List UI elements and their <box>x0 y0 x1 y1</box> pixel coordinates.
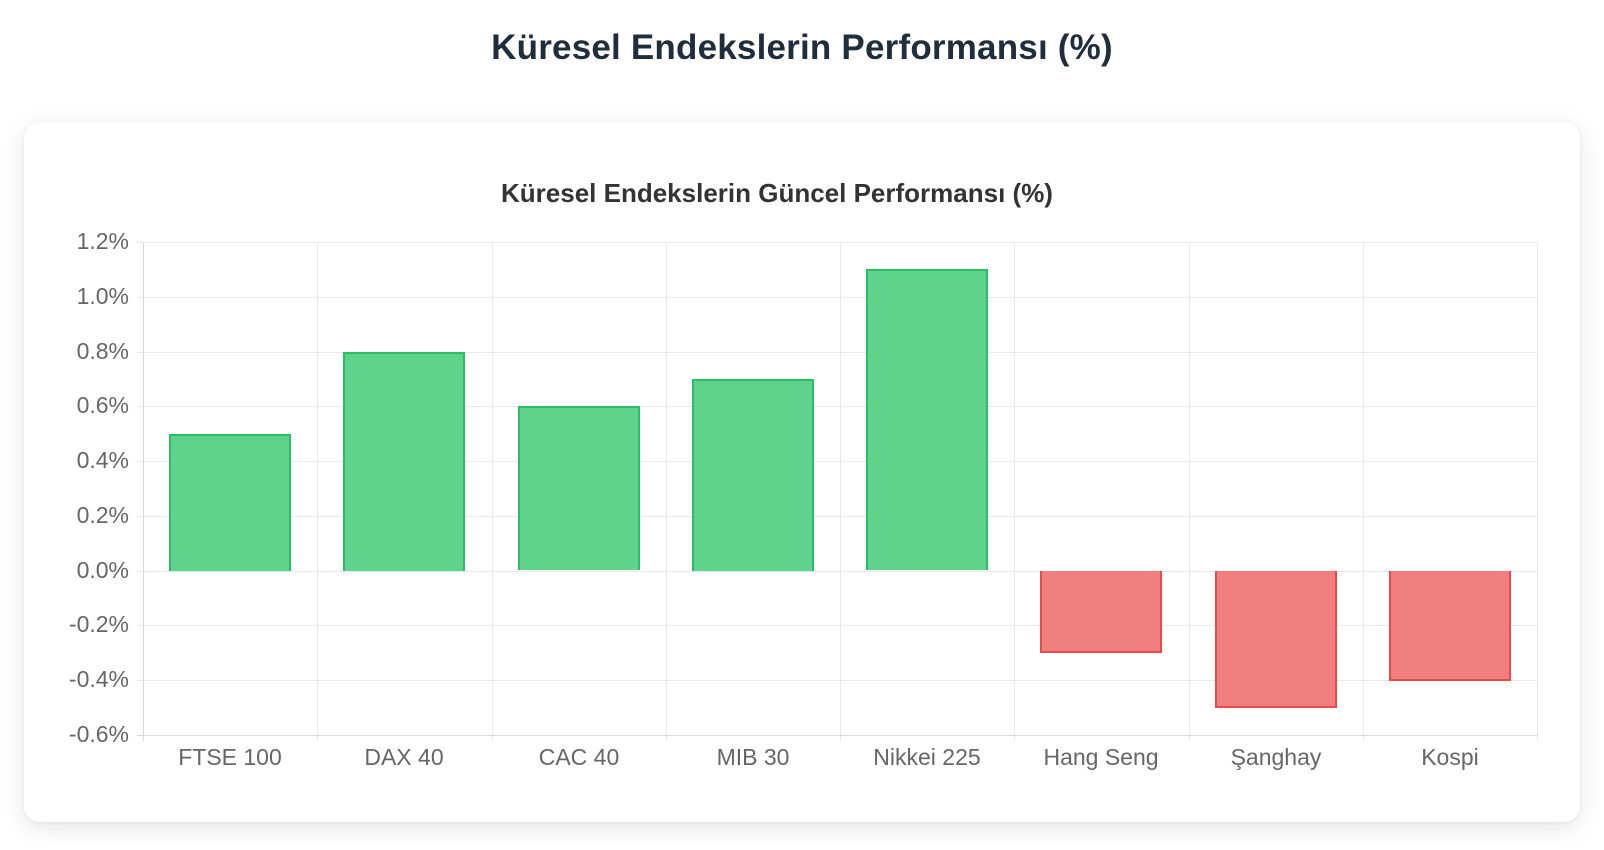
y-gridline <box>137 680 1537 681</box>
x-gridline <box>1363 242 1364 741</box>
bar-dax-40[interactable] <box>343 352 465 571</box>
y-gridline <box>137 625 1537 626</box>
x-gridline <box>492 242 493 741</box>
bar-sanghay[interactable] <box>1215 571 1337 708</box>
bar-nikkei-225[interactable] <box>866 269 988 570</box>
x-axis-label: DAX 40 <box>364 744 444 770</box>
y-tick-label: -0.6% <box>68 721 129 747</box>
y-gridline <box>137 406 1537 407</box>
y-tick-label: 0.8% <box>76 338 129 364</box>
x-gridline <box>1537 242 1538 741</box>
x-axis-line <box>137 735 1537 736</box>
y-tick-label: -0.2% <box>68 611 129 637</box>
y-tick-label: 1.2% <box>76 228 129 254</box>
x-axis-label: CAC 40 <box>538 744 620 770</box>
x-gridline <box>666 242 667 741</box>
y-tick-label: 1.0% <box>76 283 129 309</box>
y-gridline <box>137 297 1537 298</box>
y-tick-label: 0.6% <box>76 392 129 418</box>
x-gridline <box>317 242 318 741</box>
y-tick-label: -0.4% <box>68 666 129 692</box>
x-axis-label: FTSE 100 <box>178 744 282 770</box>
chart-title: Küresel Endekslerin Güncel Performansı (… <box>501 178 1053 208</box>
y-tick-label: 0.0% <box>76 557 129 583</box>
x-gridline <box>840 242 841 741</box>
y-gridline <box>137 516 1537 517</box>
bar-ftse-100[interactable] <box>169 434 291 571</box>
x-axis-label: Şanghay <box>1230 744 1322 770</box>
y-tick-label: 0.2% <box>76 502 129 528</box>
y-tick-label: 0.4% <box>76 447 129 473</box>
bar-mib-30[interactable] <box>692 379 814 571</box>
y-gridline <box>137 571 1537 572</box>
y-gridline <box>137 352 1537 353</box>
y-gridline <box>137 461 1537 462</box>
bar-cac-40[interactable] <box>518 406 640 570</box>
x-axis-label: Hang Seng <box>1043 744 1159 770</box>
bar-kospi[interactable] <box>1389 571 1511 681</box>
x-gridline <box>1014 242 1015 741</box>
x-gridline <box>1189 242 1190 741</box>
x-axis-label: Nikkei 225 <box>873 744 981 770</box>
x-axis-label: Kospi <box>1421 744 1479 770</box>
x-axis-label: MIB 30 <box>716 744 790 770</box>
page-title: Küresel Endekslerin Performansı (%) <box>491 28 1113 67</box>
y-axis-line <box>143 242 144 741</box>
y-gridline <box>137 242 1537 243</box>
bar-hang-seng[interactable] <box>1040 571 1162 653</box>
